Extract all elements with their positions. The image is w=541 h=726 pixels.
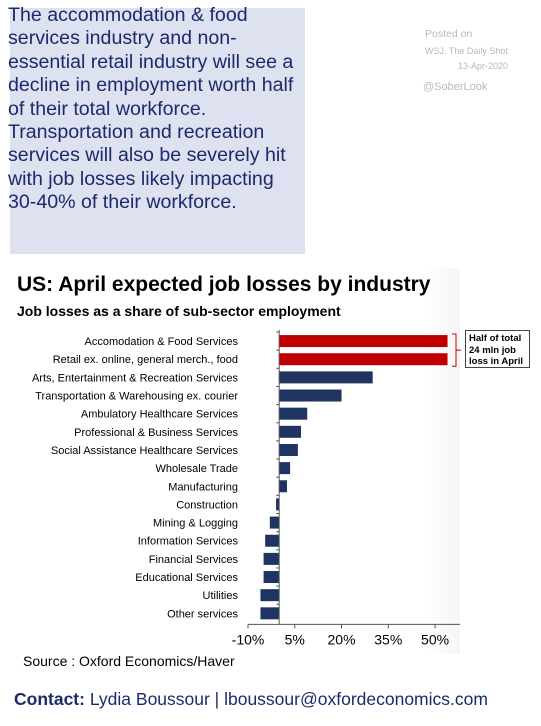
bar-7 — [279, 462, 291, 475]
category-label-0: Accomodation & Food Services — [85, 336, 239, 348]
bar-14 — [260, 589, 280, 602]
highlight-bracket — [452, 333, 461, 367]
contact-line: Contact: Lydia Boussour | lboussour@oxfo… — [14, 689, 488, 710]
bar-11 — [265, 534, 280, 547]
category-label-1: Retail ex. online, general merch., food — [53, 354, 238, 366]
x-tick-label-0: -10% — [232, 631, 265, 647]
twitter-handle: @SoberLook — [423, 81, 488, 93]
category-label-14: Utilities — [203, 590, 239, 602]
chart-subtitle: Job losses as a share of sub-sector empl… — [17, 303, 341, 319]
posted-source: WSJ. The Daily Shot — [425, 46, 508, 56]
category-label-9: Construction — [176, 499, 238, 511]
summary-text: The accommodation & food services indust… — [8, 4, 294, 214]
bar-4 — [279, 407, 308, 420]
category-label-5: Professional & Business Services — [74, 427, 238, 439]
category-label-12: Financial Services — [149, 554, 239, 566]
category-label-8: Manufacturing — [168, 481, 238, 493]
bar-2 — [279, 371, 373, 384]
bar-9 — [276, 498, 280, 511]
bar-8 — [279, 480, 287, 493]
source-note: Source : Oxford Economics/Haver — [23, 653, 235, 669]
x-tick-label-3: 35% — [374, 631, 402, 647]
annotation-box: Half of total 24 mln job loss in April — [465, 330, 530, 368]
bar-12 — [263, 552, 280, 565]
category-label-11: Information Services — [138, 536, 239, 548]
category-label-4: Ambulatory Healthcare Services — [81, 409, 239, 421]
chart-background — [12, 268, 460, 654]
bar-3 — [279, 389, 342, 402]
bar-10 — [269, 516, 280, 529]
posted-on-label: Posted on — [425, 28, 473, 40]
posted-date: 13-Apr-2020 — [458, 61, 509, 71]
bar-13 — [263, 571, 280, 584]
bar-6 — [279, 443, 298, 456]
bar-1 — [279, 353, 448, 366]
category-label-15: Other services — [167, 608, 238, 620]
contact-label: Contact: — [14, 689, 85, 709]
bar-0 — [279, 335, 448, 348]
summary-callout — [10, 8, 305, 254]
category-label-10: Mining & Logging — [153, 518, 238, 530]
category-label-6: Social Assistance Healthcare Services — [51, 445, 239, 457]
x-tick-label-1: 5% — [285, 631, 305, 647]
category-label-13: Educational Services — [135, 572, 238, 584]
x-tick-label-4: 50% — [421, 631, 449, 647]
category-label-7: Wholesale Trade — [155, 463, 238, 475]
category-label-3: Transportation & Warehousing ex. courier — [35, 391, 238, 403]
bar-5 — [279, 425, 301, 438]
bar-15 — [260, 607, 280, 620]
category-label-2: Arts, Entertainment & Recreation Service… — [32, 372, 239, 384]
chart-title: US: April expected job losses by industr… — [17, 273, 431, 296]
x-tick-label-2: 20% — [328, 631, 356, 647]
contact-text: Lydia Boussour | lboussour@oxfordeconomi… — [89, 689, 488, 709]
